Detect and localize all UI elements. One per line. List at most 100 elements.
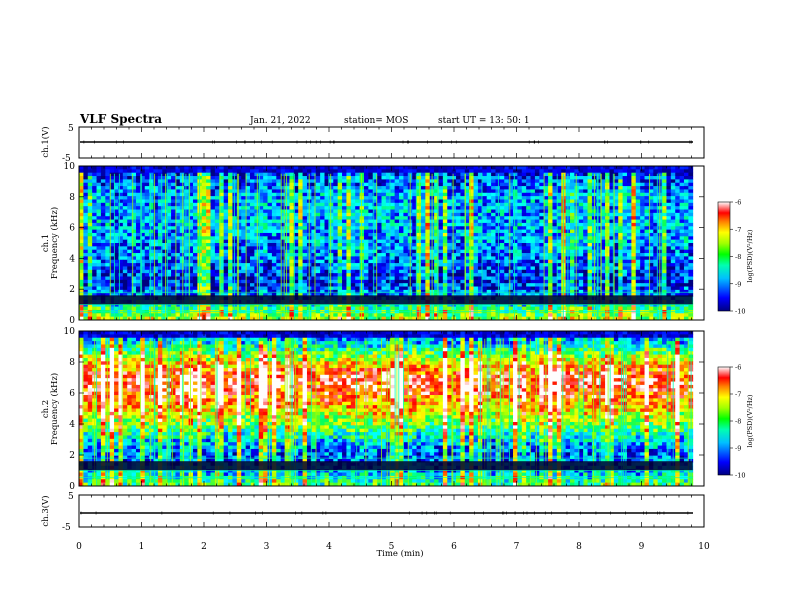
spectrogram-cell [144, 182, 150, 187]
spectrogram-cell [324, 249, 330, 254]
spectrogram-cell [109, 219, 115, 224]
spectrogram-cell [127, 259, 132, 264]
spectrogram-cell [241, 206, 246, 210]
spectrogram-cell [157, 276, 163, 281]
spectrogram-cell [96, 196, 102, 200]
spectrogram-cell [219, 206, 225, 210]
spectrogram-cell [526, 169, 531, 174]
spectrogram-cell [149, 169, 154, 174]
spectrogram-cell [477, 239, 483, 244]
spectrogram-cell [574, 276, 580, 281]
spectrogram-cell [403, 232, 409, 237]
spectrogram-cell [333, 206, 339, 210]
spectrogram-cell [171, 169, 176, 174]
spectrogram-cell [552, 219, 558, 224]
spectrogram-cell [214, 279, 220, 284]
spectrogram-cell [350, 166, 356, 170]
spectrogram-cell [96, 259, 102, 264]
spectrogram-cell [127, 186, 132, 190]
spectrogram-cell [324, 186, 330, 190]
spectrogram-cell [583, 232, 588, 237]
spectrogram-cell [324, 266, 330, 271]
spectrogram-cell [188, 243, 194, 247]
spectrogram-cell [131, 209, 137, 214]
spectrogram-cell [552, 246, 558, 251]
spectrogram-cell [219, 269, 225, 274]
spectrogram-cell [342, 226, 347, 231]
spectrogram-cell [79, 169, 84, 174]
spectrogram-cell [350, 172, 356, 177]
spectrogram-cell [342, 192, 347, 197]
spectrogram-cell [504, 273, 510, 277]
spectrogram-cell [306, 166, 312, 170]
spectrogram-cell [390, 196, 396, 200]
spectrogram-cell [442, 243, 448, 247]
spectrogram-cell [311, 256, 317, 261]
spectrogram-cell [109, 246, 115, 251]
spectrogram-cell [552, 229, 558, 234]
spectrogram-cell [100, 256, 106, 261]
spectrogram-cell [613, 189, 619, 194]
spectrogram-cell [583, 176, 588, 180]
spectrogram-cell [363, 192, 369, 197]
spectrogram-cell [425, 212, 431, 217]
spectrogram-cell [258, 259, 264, 264]
spectrogram-cell [315, 216, 321, 220]
spectrogram-cell [635, 266, 641, 271]
spectrogram-cell [583, 243, 588, 247]
spectrogram-cell [626, 256, 632, 261]
spectrogram-cell [342, 222, 347, 227]
spectrogram-cell [635, 249, 641, 254]
spectrogram-cell [228, 246, 233, 251]
spectrogram-cell [504, 192, 510, 197]
spectrogram-cell [666, 263, 672, 267]
spectrogram-cell [166, 253, 172, 257]
spectrogram-cell [144, 253, 150, 257]
spectrogram-cell [162, 259, 168, 264]
spectrogram-cell [552, 253, 558, 257]
spectrogram-cell [648, 166, 654, 170]
spectrogram-cell [315, 206, 321, 210]
spectrogram-cell [135, 216, 141, 220]
spectrogram-cell [526, 243, 531, 247]
spectrogram-cell [491, 196, 496, 200]
spectrogram-cell [464, 229, 470, 234]
spectrogram-cell [280, 172, 286, 177]
spectrogram-cell [249, 269, 255, 274]
spectrogram-cell [381, 176, 387, 180]
spectrogram-cell [644, 186, 650, 190]
spectrogram-cell [157, 259, 163, 264]
spectrogram-cell [675, 243, 680, 247]
spectrogram-cell [346, 253, 352, 257]
spectrogram-cell [434, 239, 439, 244]
spectrogram-cell [342, 182, 347, 187]
spectrogram-cell [381, 226, 387, 231]
spectrogram-cell [350, 243, 356, 247]
spectrogram-cell [513, 169, 518, 174]
spectrogram-cell [552, 176, 558, 180]
spectrogram-cell [280, 232, 286, 237]
spectrogram-cell [258, 246, 264, 251]
spectrogram-cell [447, 182, 453, 187]
spectrogram-cell [333, 232, 339, 237]
spectrogram-cell [333, 166, 339, 170]
spectrogram-cell [390, 202, 396, 207]
spectrogram-cell [135, 169, 141, 174]
spectrogram-cell [683, 166, 689, 170]
spectrogram-cell [127, 236, 132, 241]
spectrogram-cell [363, 239, 369, 244]
spectrogram-cell [534, 192, 540, 197]
spectrogram-cell [626, 229, 632, 234]
spectrogram-cell [135, 253, 141, 257]
spectrogram-cell [267, 232, 273, 237]
spectrogram-cell [289, 269, 295, 274]
spectrogram-cell [394, 273, 400, 277]
spectrogram-cell [570, 273, 575, 277]
spectrogram-cell [337, 186, 343, 190]
spectrogram-cell [342, 202, 347, 207]
spectrogram-cell [87, 222, 93, 227]
spectrogram-cell [394, 202, 400, 207]
spectrogram-cell [118, 169, 124, 174]
spectrogram-cell [162, 189, 168, 194]
spectrogram-cell [236, 269, 242, 274]
